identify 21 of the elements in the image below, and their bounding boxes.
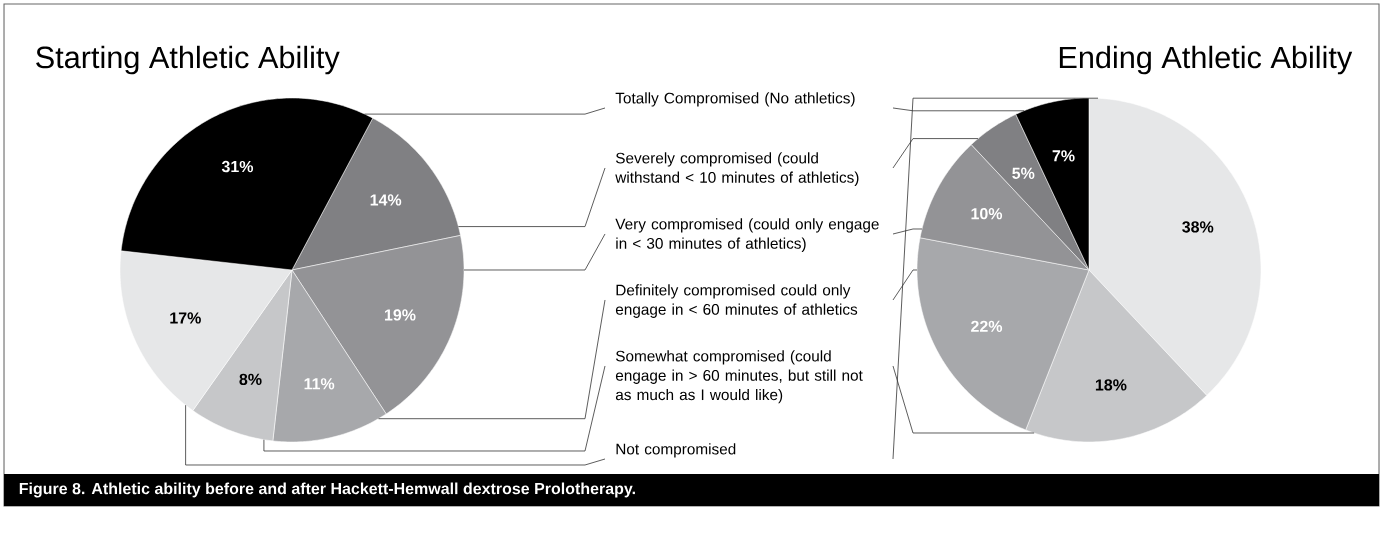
slice-label: Not compromised (616, 443, 736, 458)
data-label: 19% (384, 309, 416, 321)
data-label: 10% (971, 207, 1003, 220)
slice-label: Somewhat compromised (could engage in > 60 minutes, but still not as much as I would like) (615, 350, 863, 404)
data-label: 11% (304, 378, 335, 390)
data-label: 38% (1182, 221, 1214, 233)
data-label: 14% (370, 194, 402, 206)
slice-label: Totally Compromised (No athletics) (615, 92, 855, 107)
slice-label: Severely compromised (could withstand < 10 minutes of athletics) (615, 152, 859, 186)
data-label: 8% (239, 373, 262, 385)
data-label: 7% (1052, 150, 1075, 162)
data-label: 18% (1095, 379, 1127, 391)
data-label: 17% (170, 312, 201, 324)
chart-title: Starting Athletic Ability (36, 45, 340, 75)
data-label: 22% (971, 320, 1003, 332)
data-label: 5% (1012, 167, 1035, 179)
caption: Figure 8. Athletic ability before and after Hackett-Hemwall dextrose Prolotherapy. (19, 482, 635, 498)
data-label: 31% (221, 160, 254, 173)
slice-label: Definitely compromised could only engage in < 60 minutes of athletics (615, 284, 858, 318)
slice-label: Very compromised (could only engage in < 30 minutes of athletics) (615, 218, 879, 252)
chart-title: Ending Athletic Ability (1059, 45, 1353, 75)
